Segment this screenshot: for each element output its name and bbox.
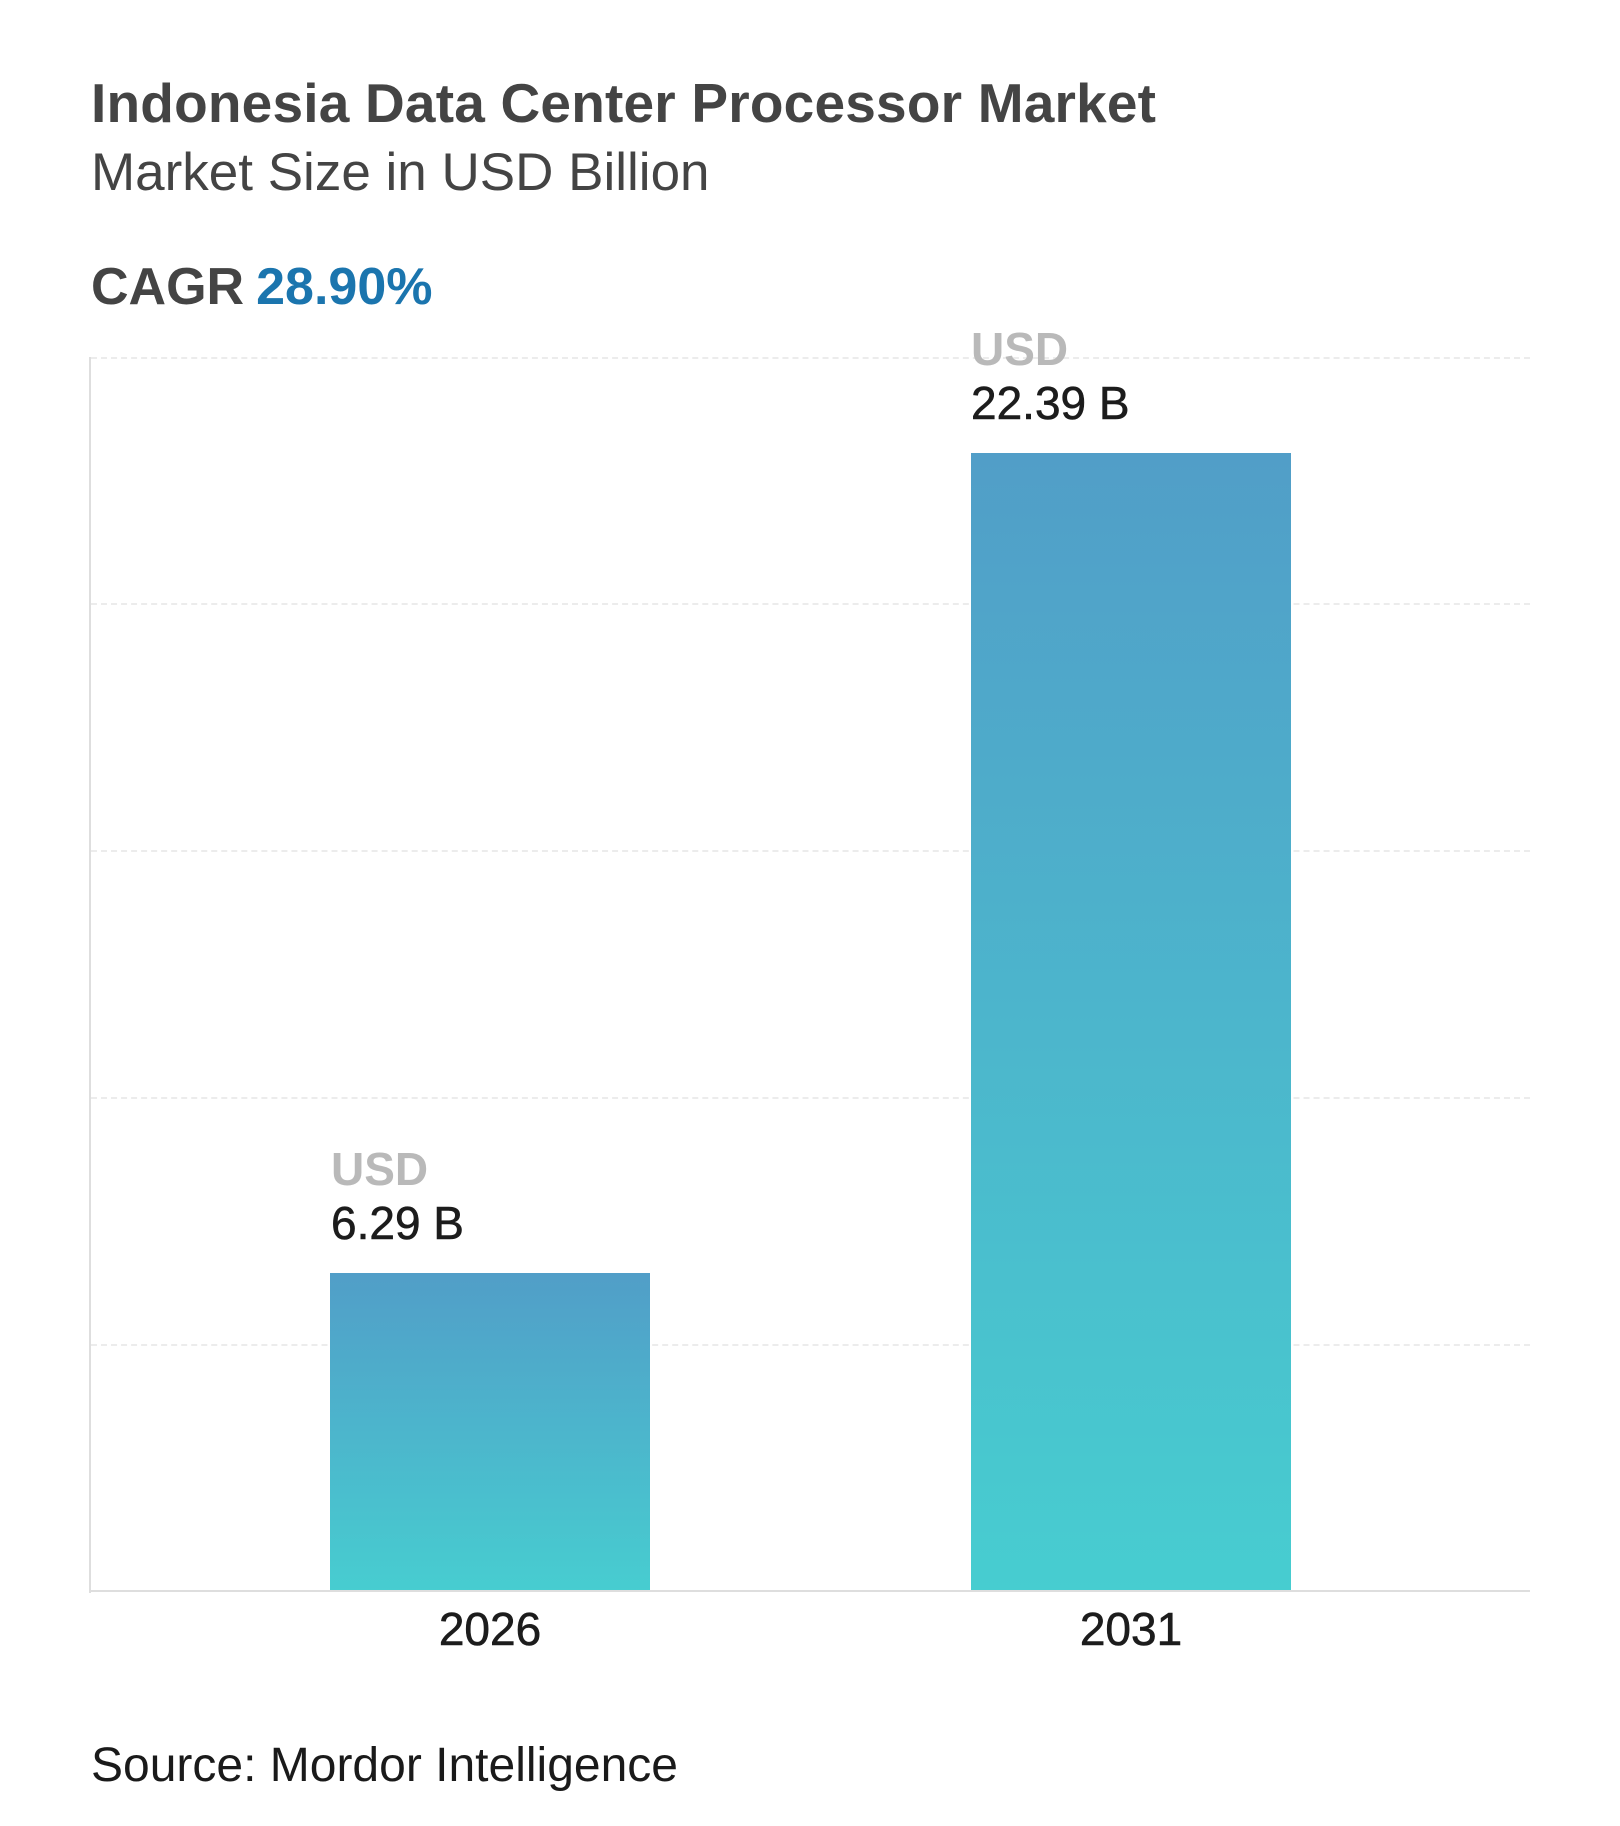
x-tick-label-2026: 2026 — [438, 1603, 542, 1656]
bar-2031 — [971, 453, 1291, 1591]
bar-value-label-2031: USD 22.39 B — [971, 322, 1130, 430]
chart-title: Indonesia Data Center Processor Market — [91, 72, 1157, 134]
cagr-row: CAGR 28.90% — [91, 257, 432, 317]
bar-value: 22.39 B — [971, 377, 1130, 430]
x-tick-label-2031: 2031 — [1079, 1603, 1183, 1656]
gridline — [91, 603, 1530, 605]
gridline — [91, 1097, 1530, 1099]
bar-unit-label: USD — [971, 323, 1069, 375]
bar-value: 6.29 B — [331, 1197, 465, 1250]
bar-2026 — [330, 1273, 650, 1591]
cagr-label: CAGR — [91, 258, 245, 316]
gridline — [91, 1344, 1530, 1346]
x-axis-line — [89, 1590, 1530, 1592]
bar-value-label-2026: USD 6.29 B — [331, 1142, 465, 1250]
y-axis-line — [89, 357, 91, 1593]
chart-subtitle: Market Size in USD Billion — [91, 143, 710, 202]
gridline — [91, 850, 1530, 852]
plot-area: USD 6.29 B USD 22.39 B 2026 2031 — [89, 323, 1530, 1655]
source-note: Source: Mordor Intelligence — [91, 1739, 678, 1792]
gridline — [91, 357, 1530, 359]
cagr-value: 28.90% — [256, 258, 433, 316]
bar-unit-label: USD — [331, 1143, 429, 1195]
